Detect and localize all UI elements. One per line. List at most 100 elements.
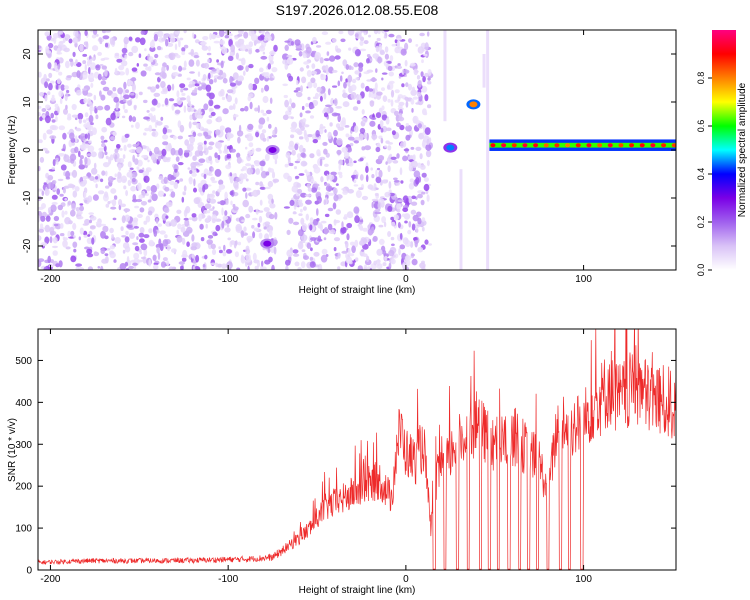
heat-cell xyxy=(316,196,322,204)
heat-cell xyxy=(311,50,317,54)
heat-cell xyxy=(269,60,274,65)
heat-cell xyxy=(41,147,48,151)
heat-cell xyxy=(40,242,48,247)
heat-cell xyxy=(100,94,106,101)
heat-cell xyxy=(207,146,213,150)
heat-cell xyxy=(358,133,364,141)
tone-line-core xyxy=(489,142,676,148)
y-tick-label: 300 xyxy=(15,440,32,451)
heat-cell xyxy=(83,97,88,104)
heat-cell xyxy=(370,78,377,82)
heat-cell xyxy=(284,63,289,70)
heat-cell xyxy=(141,192,146,196)
heat-cell xyxy=(78,164,86,170)
heat-cell xyxy=(140,70,147,77)
heat-cell xyxy=(292,211,297,215)
heat-cell xyxy=(184,219,190,227)
heat-cell xyxy=(133,252,140,260)
heat-cell xyxy=(420,71,424,77)
heat-cell xyxy=(237,241,242,246)
colorbar-label: Normalized spectral amplitude xyxy=(737,82,748,217)
heat-cell xyxy=(165,215,169,219)
heat-cell xyxy=(341,221,344,229)
heat-cell xyxy=(336,149,342,155)
heat-cell xyxy=(257,35,265,41)
heat-cell xyxy=(314,183,320,187)
heat-cell xyxy=(137,182,142,191)
heat-cell xyxy=(283,94,288,99)
heat-cell xyxy=(317,238,323,242)
snr-series-line xyxy=(38,329,676,570)
heat-cell xyxy=(140,30,145,35)
heat-cell xyxy=(100,58,106,61)
heat-cell xyxy=(234,41,239,47)
heat-cell xyxy=(264,186,271,190)
x-tick-label: 100 xyxy=(575,274,592,285)
heat-cell xyxy=(51,201,58,205)
heat-cell xyxy=(427,80,432,85)
heat-cell xyxy=(94,108,98,114)
heat-cell xyxy=(77,267,84,270)
heat-cell xyxy=(298,213,303,217)
heat-cell xyxy=(151,116,156,122)
heat-cell xyxy=(411,86,415,93)
heat-cell xyxy=(60,84,65,91)
heat-cell xyxy=(131,83,135,91)
heat-cell xyxy=(149,46,156,52)
heat-cell xyxy=(305,103,309,107)
heat-cell xyxy=(411,201,418,206)
heat-cell xyxy=(97,266,101,269)
heat-cell xyxy=(144,48,147,52)
heat-cell xyxy=(136,63,139,67)
heat-cell xyxy=(112,131,117,136)
heat-cell xyxy=(128,265,135,270)
heat-cell xyxy=(420,164,426,170)
heat-cell xyxy=(203,62,210,69)
heat-cell xyxy=(219,125,225,131)
heat-cell xyxy=(119,263,127,270)
heat-cell xyxy=(357,265,363,270)
heat-cell xyxy=(302,118,307,123)
heat-cell xyxy=(71,103,77,111)
heat-cell xyxy=(150,191,155,195)
heat-cell xyxy=(138,232,145,238)
heat-cell xyxy=(356,94,362,102)
heat-cell xyxy=(163,34,167,40)
heat-cell xyxy=(271,171,276,179)
heat-cell xyxy=(307,96,311,101)
heat-cell xyxy=(313,166,321,174)
heat-cell xyxy=(386,84,391,90)
heat-cell xyxy=(181,257,187,262)
heat-cell xyxy=(353,184,359,187)
heat-cell xyxy=(286,229,291,236)
heat-cell xyxy=(186,241,190,247)
heat-cell xyxy=(411,253,415,257)
heat-cell xyxy=(373,260,378,266)
snr-x-axis: -200 -100 0 100 xyxy=(40,329,592,585)
heat-cell xyxy=(388,71,394,77)
heat-cell xyxy=(378,43,383,51)
heat-cell xyxy=(75,135,78,143)
heat-cell xyxy=(360,82,365,89)
heat-cell xyxy=(291,185,299,193)
y-tick-label: 0 xyxy=(26,566,32,577)
heat-cell xyxy=(317,152,321,157)
heat-cell xyxy=(337,252,341,259)
heat-cell xyxy=(45,215,51,222)
heat-cell xyxy=(39,139,43,144)
heat-cell xyxy=(413,68,419,76)
heat-cell xyxy=(113,259,117,263)
heat-cell xyxy=(138,194,143,200)
heat-cell xyxy=(39,116,43,122)
heat-cell xyxy=(209,79,214,85)
heat-cell xyxy=(187,167,191,170)
heat-cell xyxy=(79,44,84,52)
heat-cell xyxy=(217,154,221,160)
heat-cell xyxy=(48,264,54,268)
heat-cell xyxy=(426,138,430,146)
heat-cell xyxy=(234,251,239,258)
heat-cell xyxy=(184,149,191,153)
heat-cell xyxy=(172,103,179,107)
heat-cell xyxy=(59,193,64,197)
heat-cell xyxy=(252,252,257,261)
